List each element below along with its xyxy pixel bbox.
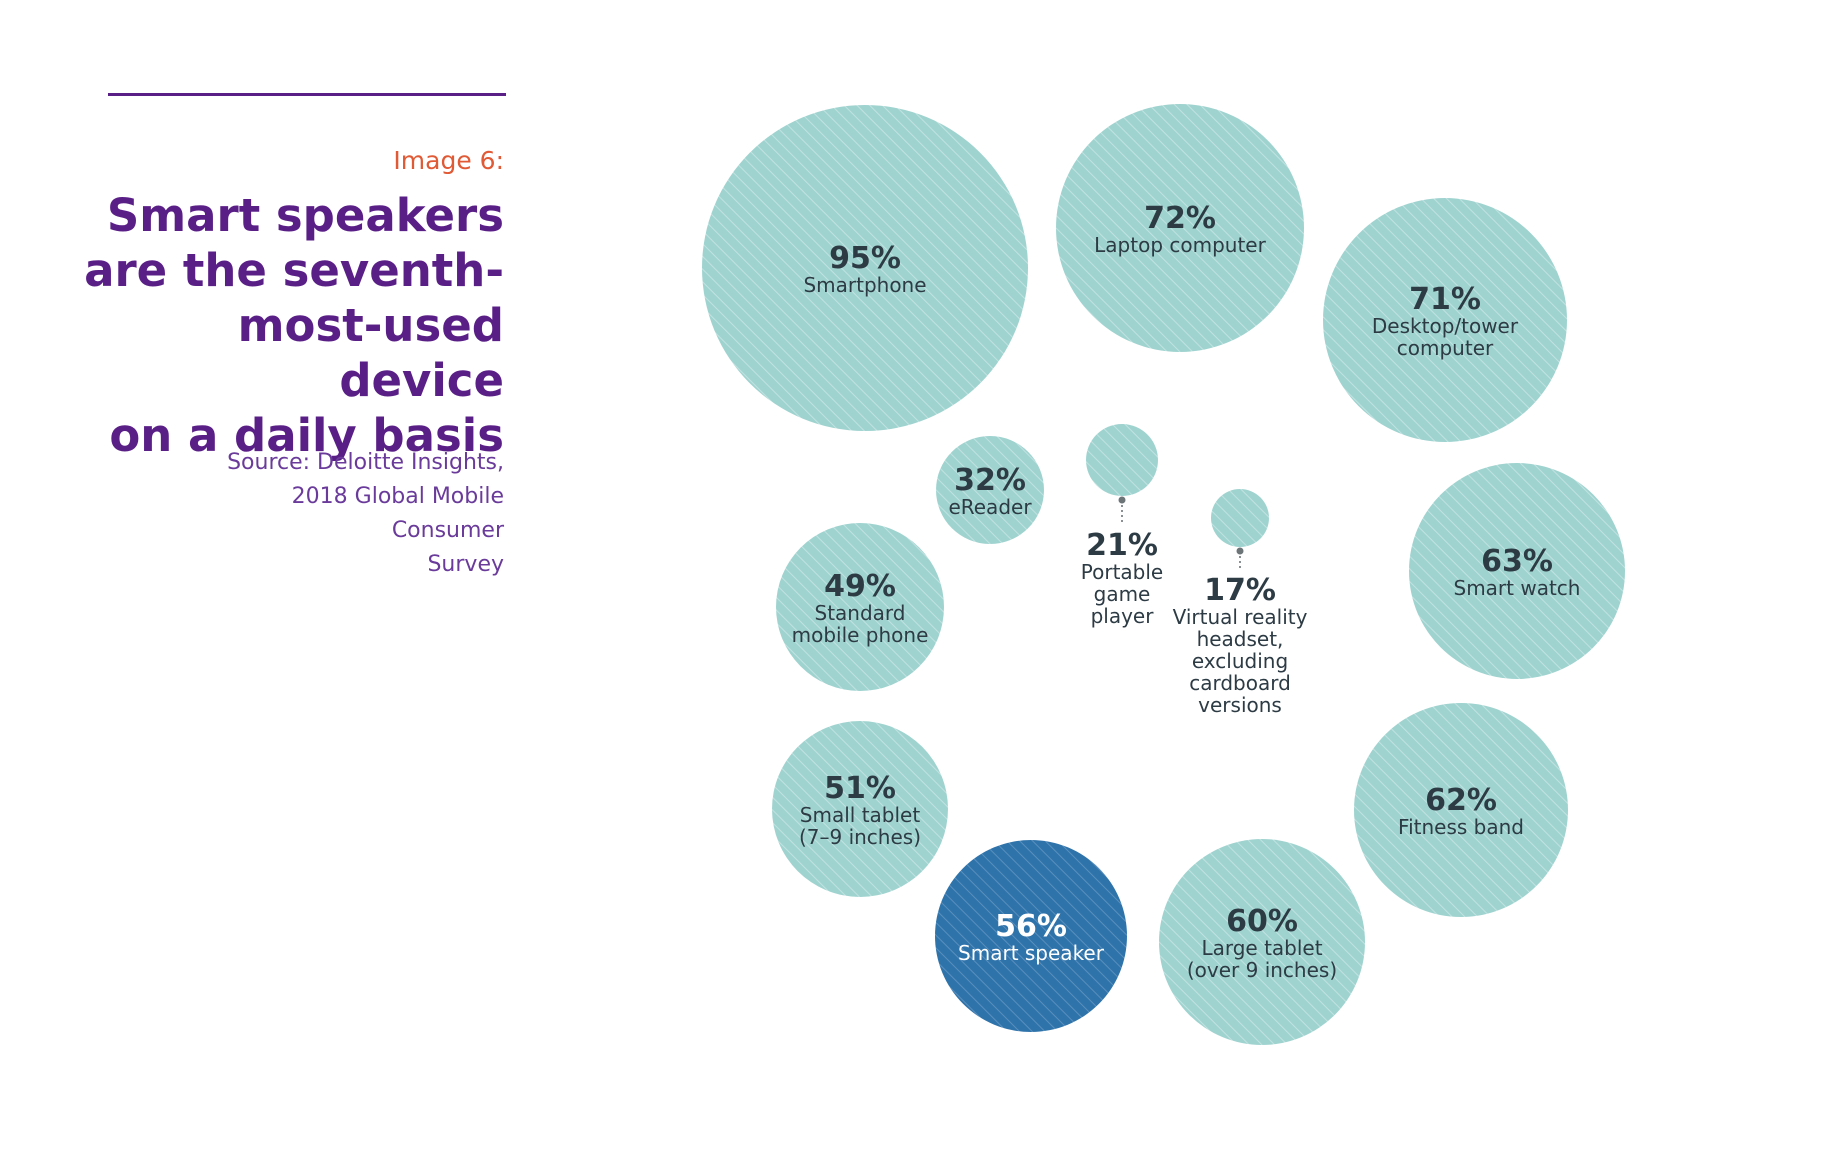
bubble-label: headset, — [1197, 627, 1284, 651]
bubble-circle — [1056, 104, 1304, 352]
bubble: 62%Fitness band — [1354, 703, 1568, 917]
title-line: are the seventh- — [84, 244, 504, 297]
bubble-circle — [1354, 703, 1568, 917]
bubble: 72%Laptop computer — [1056, 104, 1304, 352]
source-note: Source: Deloitte Insights, 2018 Global M… — [174, 446, 504, 582]
bubble-label: Desktop/tower — [1372, 314, 1519, 338]
bubble-circle — [1211, 489, 1269, 547]
bubble-label: mobile phone — [792, 623, 929, 647]
bubble-label: game — [1094, 582, 1151, 606]
figure-caption: Image 6: — [393, 146, 504, 175]
bubble-value: 63% — [1481, 544, 1553, 579]
bubble-value: 17% — [1204, 573, 1276, 608]
bubble-circle — [935, 840, 1127, 1032]
bubble-label: Smart speaker — [958, 941, 1105, 965]
bubble-label: Virtual reality — [1173, 605, 1308, 629]
bubble-label: versions — [1198, 693, 1282, 717]
title-line: most-used device — [237, 299, 504, 407]
bubble-circle — [702, 105, 1028, 431]
source-line: Survey — [427, 552, 504, 577]
bubble-value: 72% — [1144, 201, 1216, 236]
bubble-circle — [936, 436, 1044, 544]
bubble-label: excluding — [1192, 649, 1288, 673]
bubble-circle — [776, 523, 944, 691]
source-line: Source: Deloitte Insights, — [227, 450, 504, 475]
bubble-label: Smartphone — [803, 273, 926, 297]
figure-title: Smart speakers are the seventh- most-use… — [84, 188, 504, 463]
title-line: on a daily basis — [109, 409, 504, 462]
bubble-circle — [1086, 424, 1158, 496]
bubble-label: Portable — [1081, 560, 1163, 584]
bubble-value: 56% — [995, 909, 1067, 944]
bubble-circle — [1323, 198, 1567, 442]
bubble-label: Small tablet — [800, 803, 921, 827]
bubble-value: 71% — [1409, 282, 1481, 317]
bubble-circle — [1409, 463, 1625, 679]
bubble: 63%Smart watch — [1409, 463, 1625, 679]
bubble-value: 62% — [1425, 783, 1497, 818]
bubble-label: player — [1091, 604, 1155, 628]
bubble: 32%eReader — [936, 436, 1044, 544]
leader-dot — [1118, 496, 1126, 504]
header-rule — [108, 93, 506, 96]
bubble-value: 32% — [954, 463, 1026, 498]
bubble-label: Fitness band — [1398, 815, 1524, 839]
bubble-label: Large tablet — [1201, 936, 1322, 960]
bubble: 56%Smart speaker — [935, 840, 1127, 1032]
bubble-circle — [1159, 839, 1365, 1045]
bubble-label: (7–9 inches) — [799, 825, 921, 849]
bubble-label: Laptop computer — [1094, 233, 1266, 257]
bubble-value: 51% — [824, 771, 896, 806]
bubble-label: Smart watch — [1454, 576, 1581, 600]
bubble: 95%Smartphone — [702, 105, 1028, 431]
leader-dot — [1236, 547, 1244, 555]
bubble-label: eReader — [948, 495, 1032, 519]
bubble-label: computer — [1397, 336, 1494, 360]
bubble: 51%Small tablet(7–9 inches) — [772, 721, 948, 897]
bubble-label: cardboard — [1189, 671, 1291, 695]
title-line: Smart speakers — [106, 189, 504, 242]
bubble-value: 21% — [1086, 528, 1158, 563]
bubble: 60%Large tablet(over 9 inches) — [1159, 839, 1365, 1045]
bubble-circle — [772, 721, 948, 897]
bubble-label: Standard — [815, 601, 906, 625]
bubble-value: 60% — [1226, 904, 1298, 939]
bubble-value: 49% — [824, 569, 896, 604]
source-line: 2018 Global Mobile Consumer — [291, 484, 504, 543]
bubble: 17%Virtual realityheadset,excludingcardb… — [1173, 489, 1308, 717]
bubble-value: 95% — [829, 241, 901, 276]
bubble-label: (over 9 inches) — [1187, 958, 1337, 982]
